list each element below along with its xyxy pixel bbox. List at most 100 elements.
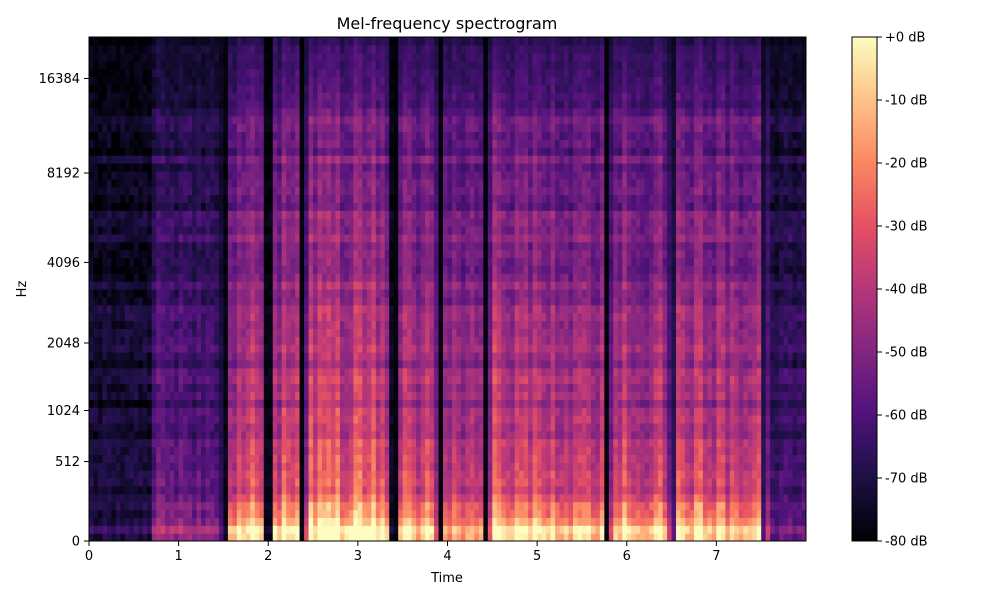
heatmap-cell [429,100,435,109]
heatmap-cell [425,100,431,109]
heatmap-cell [115,147,121,156]
heatmap-cell [344,139,350,148]
heatmap-cell [89,37,95,46]
heatmap-cell [357,304,363,314]
heatmap-cell [89,367,95,377]
heatmap-cell [165,312,171,322]
heatmap-cell [151,178,157,188]
heatmap-cell [313,320,319,329]
heatmap-cell [160,123,166,133]
heatmap-cell [111,501,117,511]
heatmap-cell [165,218,171,227]
heatmap-cell [366,336,372,345]
heatmap-cell [209,493,216,503]
heatmap-cell [344,312,350,322]
heatmap-cell [429,281,435,290]
heatmap-cell [425,115,431,125]
heatmap-cell [106,226,112,235]
heatmap-cell [97,320,104,329]
heatmap-cell [411,517,417,526]
heatmap-cell [169,52,175,62]
heatmap-cell [317,281,323,290]
heatmap-cell [322,52,328,62]
heatmap-cell [416,76,422,85]
heatmap-cell [129,139,135,148]
heatmap-cell [174,194,180,203]
heatmap-cell [160,273,166,282]
heatmap-cell [102,336,108,345]
heatmap-cell [192,509,198,518]
heatmap-cell [411,462,417,471]
heatmap-cell [295,438,301,448]
heatmap-cell [393,328,399,337]
heatmap-cell [250,533,256,541]
heatmap-cell [169,194,175,203]
heatmap-cell [129,202,135,211]
heatmap-cell [299,44,305,54]
heatmap-cell [393,462,399,471]
heatmap-cell [178,320,184,329]
heatmap-cell [129,257,135,266]
heatmap-cell [277,115,283,125]
heatmap-cell [236,218,242,227]
heatmap-cell [286,517,292,526]
heatmap-cell [313,336,319,345]
heatmap-cell [389,170,395,180]
heatmap-cell [147,446,153,455]
heatmap-cell [232,273,238,282]
heatmap-cell [380,454,386,463]
heatmap-cell [357,438,363,448]
heatmap-cell [375,462,381,471]
heatmap-cell [147,84,153,93]
heatmap-cell [263,210,269,219]
heatmap-cell [156,115,162,125]
heatmap-cell [241,107,247,117]
heatmap-cell [259,265,265,274]
heatmap-cell [290,186,296,196]
heatmap-cell [138,241,144,251]
heatmap-cell [322,273,328,282]
heatmap-cell [272,470,278,479]
heatmap-cell [416,210,422,219]
heatmap-cell [286,233,292,243]
heatmap-cell [102,367,108,377]
heatmap-cell [254,210,260,219]
heatmap-cell [353,493,359,503]
heatmap-cell [313,147,319,156]
heatmap-cell [245,485,251,495]
heatmap-cell [380,470,386,479]
heatmap-cell [174,257,180,266]
heatmap-cell [277,226,283,235]
heatmap-cell [375,383,381,392]
heatmap-cell [322,493,328,503]
heatmap-cell [165,249,171,259]
heatmap-cell [209,336,216,345]
heatmap-cell [389,123,395,133]
heatmap-cell [160,37,166,46]
heatmap-cell [380,92,386,101]
heatmap-cell [241,304,247,314]
heatmap-cell [304,92,310,101]
heatmap-cell [429,52,435,62]
heatmap-cell [111,470,117,479]
heatmap-cell [201,367,207,377]
heatmap-cell [425,52,431,62]
heatmap-cell [313,210,319,219]
heatmap-cell [384,60,390,70]
heatmap-cell [259,76,265,85]
heatmap-cell [138,533,144,541]
heatmap-cell [304,107,310,117]
heatmap-cell [353,312,359,322]
heatmap-cell [120,147,126,156]
heatmap-cell [290,147,296,156]
heatmap-cell [142,37,148,46]
heatmap-cell [254,462,260,471]
heatmap-cell [187,37,193,46]
heatmap-cell [218,509,225,518]
heatmap-cell [169,92,175,101]
heatmap-cell [129,233,135,243]
heatmap-cell [156,367,162,377]
heatmap-cell [281,155,287,164]
heatmap-cell [344,478,350,487]
heatmap-cell [272,359,278,369]
